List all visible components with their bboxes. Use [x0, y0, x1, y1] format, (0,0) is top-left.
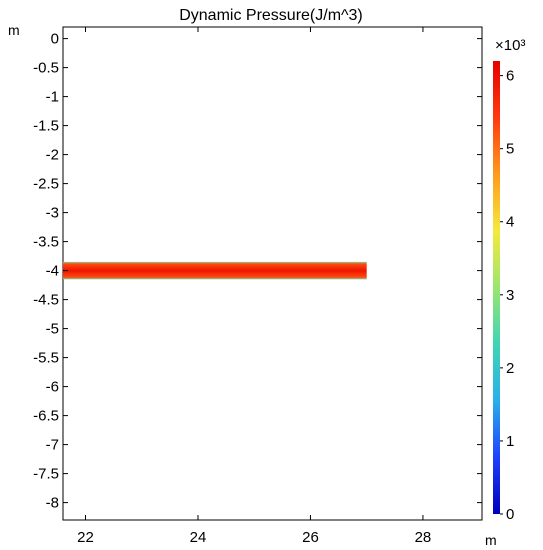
pressure-field-band [63, 261, 367, 280]
colorbar-tick-label: 1 [506, 433, 514, 450]
y-axis-unit: m [8, 22, 20, 38]
colorbar-tick-label: 3 [506, 287, 514, 304]
colorbar-tick-label: 6 [506, 68, 514, 85]
y-tick-label: -6 [46, 379, 59, 396]
y-tick-label: -7 [46, 437, 59, 454]
y-tick-label: -5 [46, 321, 59, 338]
y-tick-label: -0.5 [33, 60, 59, 77]
colorbar [493, 61, 500, 514]
y-tick-label: -4 [46, 263, 59, 280]
x-axis-unit: m [485, 532, 497, 548]
y-tick-label: -1.5 [33, 118, 59, 135]
y-tick-label: -7.5 [33, 466, 59, 483]
y-tick-label: -2.5 [33, 176, 59, 193]
y-tick-label: -6.5 [33, 408, 59, 425]
colorbar-ticks: 0 1 2 3 4 5 6 [500, 68, 514, 523]
y-tick-label: -3 [46, 205, 59, 222]
x-tick-label: 22 [77, 529, 94, 546]
x-tick-label: 24 [190, 529, 207, 546]
x-tick-label: 26 [302, 529, 319, 546]
y-tick-label: -3.5 [33, 234, 59, 251]
x-tick-label: 28 [415, 529, 432, 546]
colorbar-tick-label: 5 [506, 141, 514, 158]
y-tick-label: -2 [46, 147, 59, 164]
y-tick-label: 0 [51, 31, 59, 48]
y-tick-label: -8 [46, 495, 59, 512]
colorbar-tick-label: 2 [506, 360, 514, 377]
x-axis-ticks: 22 24 26 28 [77, 27, 431, 546]
y-tick-label: -4.5 [33, 292, 59, 309]
colorbar-multiplier: ×10³ [495, 37, 525, 54]
y-axis-ticks: 0 -0.5 -1 -1.5 -2 -2.5 -3 -3.5 -4 -4.5 -5 -5.5 -6 -6.… [33, 31, 482, 512]
y-tick-label: -1 [46, 89, 59, 106]
y-tick-label: -5.5 [33, 350, 59, 367]
colorbar-tick-label: 0 [506, 506, 514, 523]
chart-title: Dynamic Pressure(J/m^3) [179, 7, 363, 24]
colorbar-tick-label: 4 [506, 214, 514, 231]
